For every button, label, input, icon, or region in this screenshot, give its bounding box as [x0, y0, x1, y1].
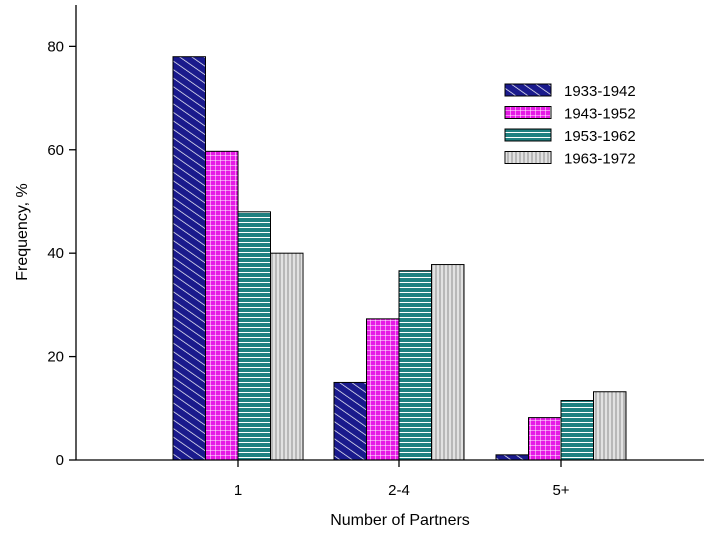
y-axis-title: Frequency, %: [14, 183, 31, 281]
x-ticks-group: 1 2-4 5+: [234, 460, 570, 499]
bar-1933-1942-2-4: [333, 381, 367, 461]
bar-1953-1962-2-4: [398, 270, 432, 461]
y-ticks-group: 0 20 40 60 80: [47, 38, 76, 469]
y-tick-label: 20: [47, 349, 64, 366]
y-tick-label: 80: [47, 38, 64, 55]
bar-1963-1972-2-4: [431, 264, 465, 461]
bar-1943-1952-1: [205, 150, 239, 461]
y-tick-label: 60: [47, 142, 64, 159]
x-axis-title: Number of Partners: [330, 512, 470, 529]
legend-swatch: [504, 151, 552, 164]
legend-swatch: [504, 83, 552, 97]
x-tick-label: 1: [234, 482, 242, 499]
legend-label: 1963-1972: [564, 151, 636, 168]
bar-1963-1972-5+: [593, 391, 627, 461]
x-tick-label: 2-4: [388, 482, 410, 499]
bar-1933-1942-1: [172, 56, 206, 461]
x-tick-label: 5+: [552, 482, 569, 499]
bar-1943-1952-5+: [528, 417, 562, 461]
y-tick-label: 40: [47, 245, 64, 262]
legend-label: 1953-1962: [564, 128, 636, 145]
legend: 1933-1942 1943-1952 1953-1962 1963-1972: [504, 83, 636, 168]
bars-group: [172, 56, 627, 461]
bar-1953-1962-5+: [560, 400, 594, 461]
bar-1933-1942-5+: [495, 454, 529, 461]
legend-label: 1933-1942: [564, 83, 636, 100]
legend-swatch: [504, 128, 552, 142]
bar-1953-1962-1: [237, 211, 271, 461]
y-tick-label: 0: [56, 452, 64, 469]
legend-label: 1943-1952: [564, 106, 636, 123]
bar-1963-1972-1: [270, 252, 304, 461]
bar-1943-1952-2-4: [366, 318, 400, 461]
legend-swatch: [504, 106, 552, 119]
